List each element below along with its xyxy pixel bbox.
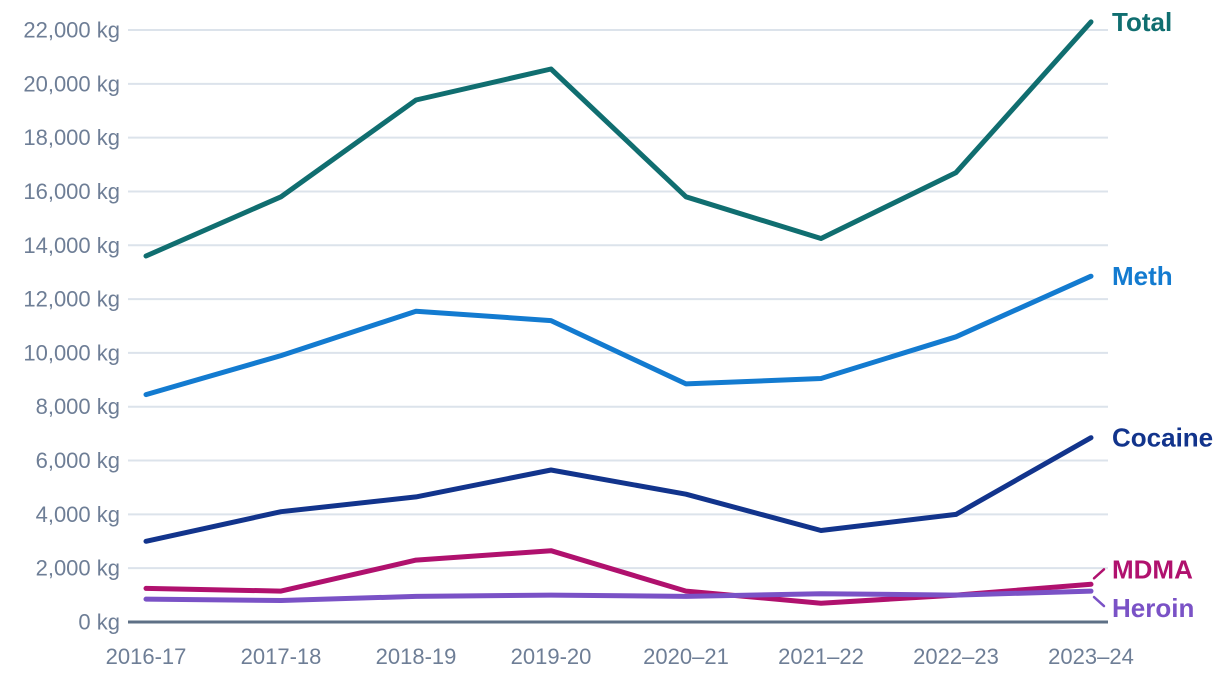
label-leader-tick-mdma [1092, 568, 1106, 580]
series-line-heroin [143, 588, 1094, 603]
series-label-cocaine: Cocaine [1112, 423, 1213, 453]
series-line-total [143, 19, 1094, 259]
x-axis-tick-label: 2021–22 [778, 644, 864, 668]
y-axis-tick-label: 2,000 kg [36, 556, 120, 581]
x-axis-tick-label: 2020–21 [643, 644, 729, 668]
y-axis-tick-label: 8,000 kg [36, 394, 120, 419]
y-axis-tick-label: 12,000 kg [23, 287, 120, 312]
x-axis-tick-label: 2023–24 [1048, 644, 1134, 668]
y-axis-tick-label: 22,000 kg [23, 18, 120, 43]
label-leader-tick-heroin [1092, 595, 1106, 608]
x-axis-tick-label: 2018-19 [376, 644, 457, 668]
y-axis-tick-label: 20,000 kg [23, 71, 120, 96]
y-axis-tick-label: 4,000 kg [36, 502, 120, 527]
series-line-meth [143, 273, 1094, 398]
x-axis-tick-label: 2019-20 [511, 644, 592, 668]
series-label-meth: Meth [1112, 261, 1173, 291]
y-axis-tick-label: 14,000 kg [23, 233, 120, 258]
y-axis-tick-label: 18,000 kg [23, 125, 120, 150]
x-axis-tick-label: 2022–23 [913, 644, 999, 668]
x-axis-tick-label: 2017-18 [241, 644, 322, 668]
series-label-total: Total [1112, 7, 1172, 37]
y-axis-tick-label: 0 kg [78, 610, 120, 635]
y-axis-tick-label: 6,000 kg [36, 448, 120, 473]
series-label-heroin: Heroin [1112, 593, 1194, 623]
x-axis-tick-label: 2016-17 [106, 644, 187, 668]
y-axis-tick-label: 16,000 kg [23, 179, 120, 204]
series-label-mdma: MDMA [1112, 554, 1193, 584]
y-axis-tick-label: 10,000 kg [23, 340, 120, 365]
series-line-cocaine [143, 435, 1094, 544]
